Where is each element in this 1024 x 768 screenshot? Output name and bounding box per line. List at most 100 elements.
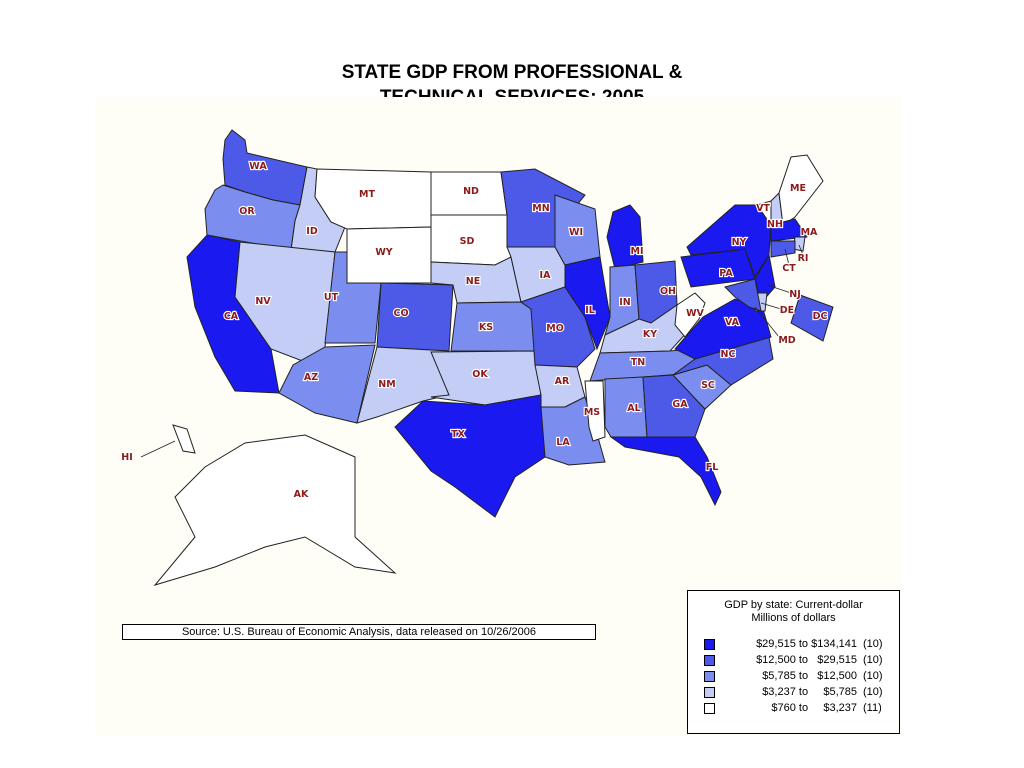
legend-title-line-2: Millions of dollars: [751, 612, 836, 624]
legend-swatch: [704, 654, 715, 666]
state-label-nv: NV: [255, 296, 271, 307]
state-ga: [642, 374, 706, 438]
state-label-de: DE: [780, 305, 794, 316]
state-label-tn: TN: [631, 357, 645, 368]
state-label-ak: AK: [294, 489, 309, 500]
state-label-ok: OK: [472, 369, 488, 380]
legend-count: (10): [863, 686, 883, 698]
state-label-hi: HI: [121, 452, 133, 463]
state-tx: [394, 394, 546, 518]
state-mi: [606, 204, 644, 270]
state-label-co: CO: [393, 308, 408, 319]
state-label-ne: NE: [466, 276, 480, 287]
state-md: [724, 278, 762, 312]
legend-range: $12,500 to $29,515: [756, 654, 857, 666]
state-label-tx: TX: [451, 429, 465, 440]
state-label-nj: NJ: [789, 289, 801, 300]
state-label-ca: CA: [224, 311, 239, 322]
state-label-oh: OH: [660, 286, 676, 297]
legend-title: GDP by state: Current-dollar Millions of…: [688, 599, 899, 625]
legend-count: (10): [863, 654, 883, 666]
state-dc: [790, 294, 834, 342]
state-label-sd: SD: [460, 236, 475, 247]
state-co: [376, 282, 454, 352]
state-label-nm: NM: [378, 379, 395, 390]
legend-title-line-1: GDP by state: Current-dollar: [724, 599, 863, 611]
legend-swatch: [704, 702, 715, 714]
state-label-nd: ND: [463, 186, 479, 197]
state-label-va: VA: [725, 317, 740, 328]
legend-count: (10): [863, 670, 883, 682]
state-wv: [674, 292, 706, 338]
callout-line-hi: [140, 440, 176, 458]
state-label-ct: CT: [782, 263, 796, 274]
state-label-nh: NH: [767, 219, 783, 230]
state-hi: [172, 424, 196, 454]
state-label-ar: AR: [555, 376, 570, 387]
state-label-wi: WI: [569, 227, 583, 238]
state-label-ms: MS: [584, 407, 600, 418]
state-label-al: AL: [627, 403, 640, 414]
legend-row: $12,500 to $29,515 (10): [704, 652, 899, 668]
state-label-in: IN: [619, 297, 631, 308]
state-label-mn: MN: [532, 203, 549, 214]
state-label-wa: WA: [249, 161, 267, 172]
legend-row: $29,515 to $134,141 (10): [704, 636, 899, 652]
state-label-ma: MA: [801, 227, 818, 238]
state-label-fl: FL: [706, 462, 719, 473]
callout-line-nj: [766, 284, 792, 294]
state-label-md: MD: [778, 335, 795, 346]
legend: GDP by state: Current-dollar Millions of…: [687, 590, 900, 734]
callout-line-ri: [798, 244, 804, 256]
legend-count: (11): [863, 702, 882, 714]
state-label-mi: MI: [631, 246, 644, 257]
state-label-ky: KY: [643, 329, 657, 340]
state-label-dc: DC: [813, 311, 828, 322]
legend-range: $3,237 to $5,785: [762, 686, 857, 698]
legend-rows: $29,515 to $134,141 (10) $12,500 to $29,…: [688, 636, 899, 716]
state-label-ny: NY: [732, 237, 747, 248]
state-label-wv: WV: [686, 308, 704, 319]
state-az: [278, 344, 376, 424]
state-ct: [770, 240, 796, 258]
legend-row: $3,237 to $5,785 (10): [704, 684, 899, 700]
legend-row: $5,785 to $12,500 (10): [704, 668, 899, 684]
state-label-mo: MO: [546, 323, 564, 334]
callout-line-md: [754, 306, 780, 338]
state-label-me: ME: [790, 183, 806, 194]
legend-swatch: [704, 686, 715, 698]
state-ak: [153, 434, 397, 586]
title-line-1: STATE GDP FROM PROFESSIONAL &: [341, 62, 683, 83]
state-il: [564, 256, 611, 351]
state-label-id: ID: [306, 226, 318, 237]
legend-range: $29,515 to $134,141: [756, 638, 857, 650]
legend-count: (10): [863, 638, 883, 650]
state-ms: [584, 380, 606, 442]
legend-range: $760 to $3,237: [771, 702, 857, 714]
legend-range: $5,785 to $12,500: [762, 670, 857, 682]
us-choropleth-map: WA OR CA ID NV MT WY UT AZ CO NM ND SD NE KS OK TX MN IA MO…: [120, 129, 834, 586]
source-note: Source: U.S. Bureau of Economic Analysis…: [122, 624, 596, 640]
state-label-pa: PA: [719, 268, 733, 279]
state-ma: [770, 218, 808, 242]
state-label-ia: IA: [540, 270, 552, 281]
callout-line-de: [760, 302, 782, 310]
callout-line-ct: [784, 248, 790, 266]
legend-swatch: [704, 638, 715, 650]
state-label-wy: WY: [375, 247, 392, 258]
state-label-la: LA: [556, 437, 570, 448]
state-label-az: AZ: [304, 372, 318, 383]
legend-swatch: [704, 670, 715, 682]
state-label-mt: MT: [359, 189, 375, 200]
state-label-or: OR: [239, 206, 255, 217]
state-label-ri: RI: [798, 253, 809, 264]
state-label-sc: SC: [701, 380, 715, 391]
state-label-nc: NC: [721, 349, 736, 360]
state-label-il: IL: [585, 305, 595, 316]
state-label-vt: VT: [756, 203, 770, 214]
legend-row: $760 to $3,237 (11): [704, 700, 899, 716]
state-fl: [609, 436, 722, 507]
state-label-ut: UT: [324, 292, 339, 303]
state-label-ks: KS: [479, 322, 493, 333]
state-label-ga: GA: [672, 399, 688, 410]
